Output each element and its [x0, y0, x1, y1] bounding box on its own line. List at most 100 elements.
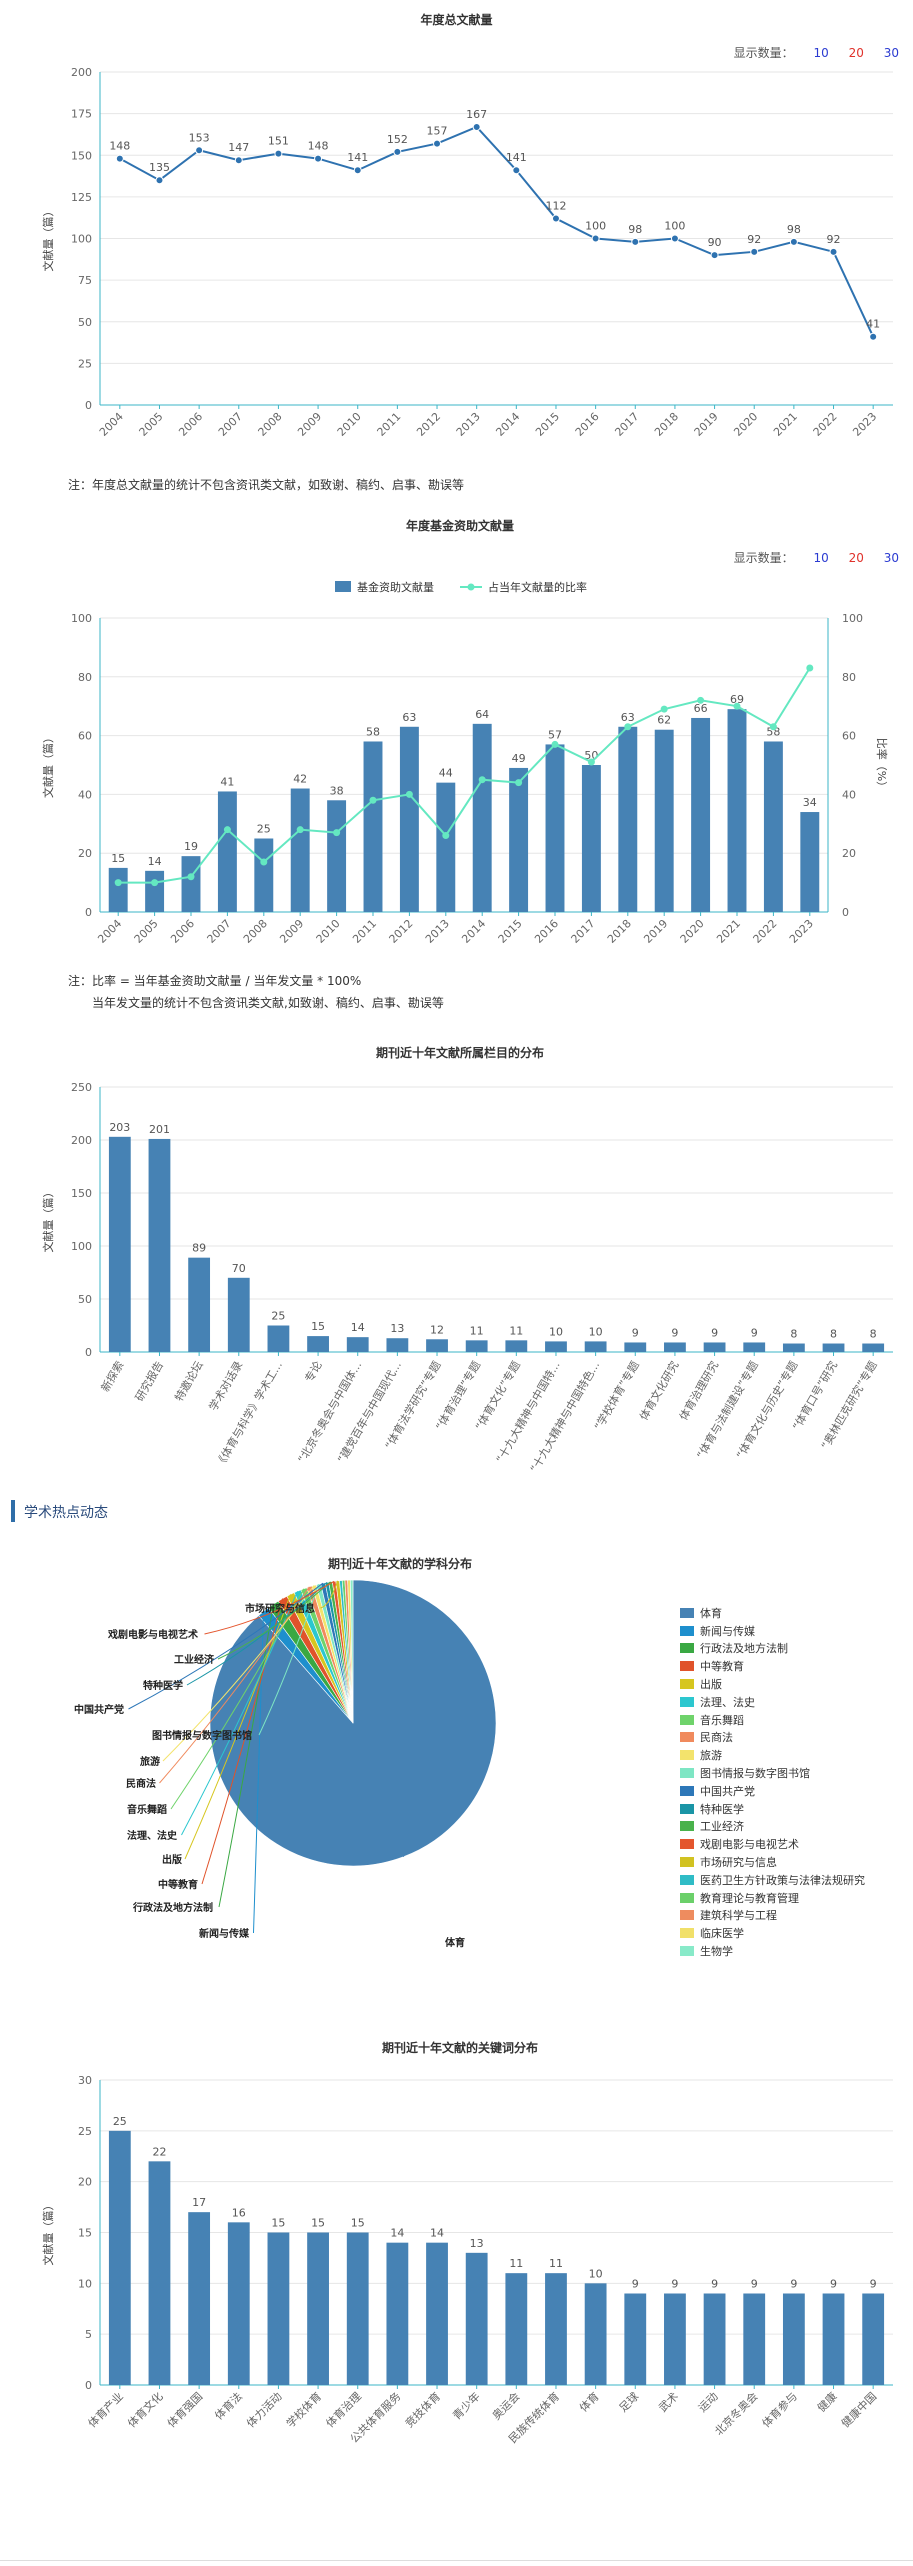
annual-xtick-label: 2011	[375, 410, 404, 439]
annual-ytick-label: 100	[71, 233, 92, 246]
subject-legend-item[interactable]: 生物学	[680, 1942, 865, 1960]
annual-point	[750, 247, 759, 256]
keyword-bar	[108, 2130, 131, 2385]
column-bar-value-label: 10	[549, 1325, 563, 1338]
subject-label-leader	[204, 1580, 335, 1635]
fund-legend-bar-swatch	[335, 581, 351, 592]
column-bar-value-label: 9	[671, 1326, 678, 1339]
subject-label-leader	[258, 1584, 320, 1736]
column-bar	[188, 1257, 211, 1352]
fund-xtick-label: 2023	[787, 917, 816, 946]
annual-point	[433, 139, 442, 148]
keyword-xtick-label: 体育	[576, 2389, 601, 2414]
fund-bar-value-label: 69	[730, 693, 744, 706]
keyword-bar	[386, 2242, 409, 2385]
keyword-bar-value-label: 9	[711, 2278, 718, 2291]
subject-legend-item[interactable]: 新闻与传媒	[680, 1622, 865, 1640]
fund-ratio-point	[260, 858, 268, 866]
legend-label: 特种医学	[700, 1802, 744, 1816]
fund-bar	[399, 726, 419, 912]
column-ytick-label: 100	[71, 1240, 92, 1253]
fund-xtick-label: 2010	[314, 917, 343, 946]
fund-ratio-point	[223, 826, 231, 834]
column-ytick-label: 150	[71, 1187, 92, 1200]
fund-bar-value-label: 66	[694, 702, 708, 715]
keyword-ytick-label: 10	[78, 2277, 92, 2290]
fund-bar	[727, 709, 747, 912]
annual-xtick-label: 2014	[493, 410, 522, 439]
fund-bar-value-label: 50	[584, 749, 598, 762]
subject-legend-item[interactable]: 图书情报与数字图书馆	[680, 1764, 865, 1782]
count-10-button[interactable]: 10	[813, 551, 829, 565]
subject-legend-item[interactable]: 临床医学	[680, 1924, 865, 1942]
subject-slice-label: 旅游	[140, 1755, 160, 1768]
count-30-button[interactable]: 30	[883, 551, 899, 565]
fund-xtick-label: 2009	[277, 917, 306, 946]
keyword-chart-svg: 期刊近十年文献的关键词分布051015202530文献量（篇）体育产业 体育文化体…	[41, 2040, 893, 2446]
fund-bar-value-label: 64	[475, 708, 489, 721]
keyword-bar-value-label: 25	[113, 2115, 127, 2128]
subject-legend-item[interactable]: 中等教育	[680, 1657, 865, 1675]
subject-slice-label: 图书情报与数字图书馆	[152, 1729, 252, 1742]
keyword-xtick-label: 健康	[814, 2389, 839, 2414]
subject-legend-item[interactable]: 法理、法史	[680, 1693, 865, 1711]
legend-swatch	[680, 1643, 694, 1654]
keyword-bar-value-label: 13	[470, 2237, 484, 2250]
subject-legend-item[interactable]: 民商法	[680, 1729, 865, 1747]
legend-swatch	[680, 1821, 694, 1832]
subject-legend-item[interactable]: 旅游	[680, 1746, 865, 1764]
column-chart: 期刊近十年文献所属栏目的分布 0 50 100 150 200 250 文献量（篇） 新探索 研究…	[0, 1030, 913, 1480]
annual-xtick-label: 2018	[652, 410, 681, 439]
fund-y2tick-label: 40	[842, 788, 856, 801]
legend-label: 图书情报与数字图书馆	[700, 1767, 810, 1781]
column-bar	[386, 1338, 409, 1352]
legend-swatch	[680, 1874, 694, 1885]
fund-ratio-point	[442, 832, 450, 840]
annual-point	[234, 156, 243, 165]
fund-xtick-label: 2016	[532, 917, 561, 946]
fund-bar	[108, 867, 128, 912]
subject-legend-item[interactable]: 中国共产党	[680, 1782, 865, 1800]
fund-bar-value-label: 62	[657, 714, 671, 727]
subject-legend-item[interactable]: 音乐舞蹈	[680, 1711, 865, 1729]
fund-ratio-point	[296, 826, 304, 834]
subject-legend-item[interactable]: 工业经济	[680, 1818, 865, 1836]
legend-swatch	[680, 1857, 694, 1868]
subject-legend-item[interactable]: 行政法及地方法制	[680, 1640, 865, 1658]
keyword-bar-value-label: 9	[671, 2278, 678, 2291]
subject-legend-item[interactable]: 市场研究与信息	[680, 1853, 865, 1871]
annual-chart: 年度总文献量 0 25 50 75 100 125 150 175 200 文献量（篇） 2004 20…	[0, 0, 913, 470]
subject-legend-item[interactable]: 医药卫生方针政策与法律法规研究	[680, 1871, 865, 1889]
annual-series-line	[119, 125, 875, 338]
subject-label-leader	[253, 1611, 264, 1934]
count-20-button[interactable]: 20	[848, 46, 864, 60]
subject-legend-item[interactable]: 特种医学	[680, 1800, 865, 1818]
count-10-button[interactable]: 10	[813, 46, 829, 60]
column-ytick-label: 250	[71, 1081, 92, 1094]
annual-value-label: 148	[308, 140, 329, 153]
fund-bar	[217, 791, 237, 912]
annual-value-label: 151	[268, 135, 289, 148]
annual-xtick-label: 2019	[692, 410, 721, 439]
legend-swatch	[680, 1679, 694, 1690]
column-bar-value-label: 13	[390, 1322, 404, 1335]
annual-point	[115, 154, 124, 163]
column-xtick-label: 《体育与科学》学术工...	[213, 1359, 285, 1470]
keyword-xtick-label: 体力活动	[244, 2389, 285, 2430]
column-bar	[426, 1339, 448, 1352]
count-20-button[interactable]: 20	[848, 551, 864, 565]
keyword-ytick-label: 30	[78, 2074, 92, 2087]
column-bar-value-label: 8	[870, 1328, 877, 1341]
fund-ratio-point	[369, 796, 377, 804]
count-30-button[interactable]: 30	[883, 46, 899, 60]
keyword-ytick-label: 0	[85, 2379, 92, 2392]
subject-legend-item[interactable]: 体育	[680, 1604, 865, 1622]
subject-legend-item[interactable]: 建筑科学与工程	[680, 1907, 865, 1925]
fund-xtick-label: 2015	[496, 917, 525, 946]
keyword-bar	[743, 2293, 766, 2385]
fund-xtick-label: 2020	[678, 917, 707, 946]
subject-legend-item[interactable]: 教育理论与教育管理	[680, 1889, 865, 1907]
subject-legend-item[interactable]: 戏剧电影与电视艺术	[680, 1835, 865, 1853]
subject-legend-item[interactable]: 出版	[680, 1675, 865, 1693]
column-bar-value-label: 70	[232, 1262, 246, 1275]
